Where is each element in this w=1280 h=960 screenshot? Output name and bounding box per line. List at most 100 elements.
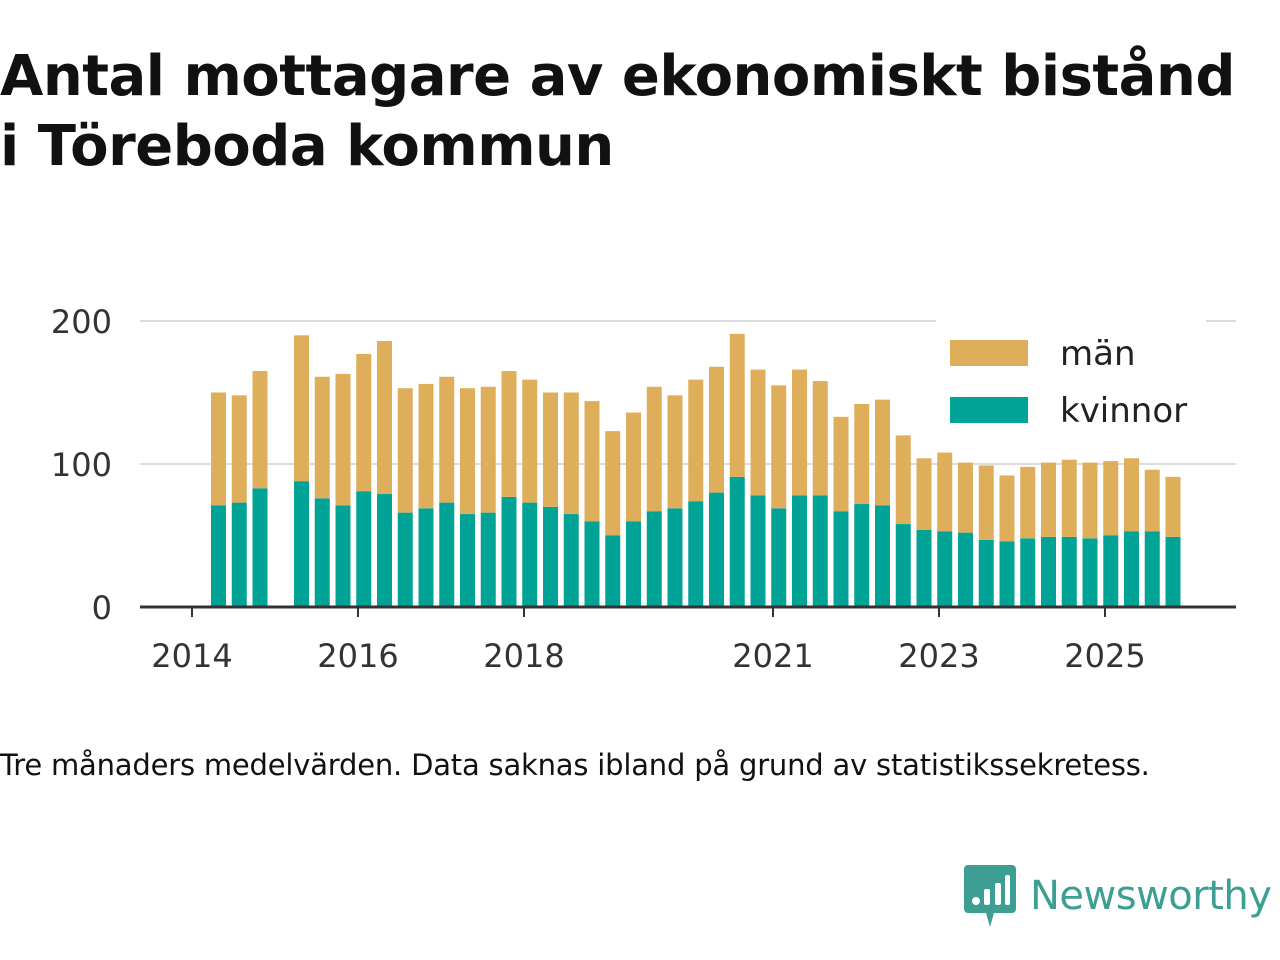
bar-man: [460, 388, 475, 515]
y-tick-label: 200: [51, 303, 112, 341]
bar-kvinnor: [1144, 531, 1160, 607]
bar-man: [377, 341, 392, 495]
bar-kvinnor: [999, 541, 1015, 607]
bar-man: [1041, 462, 1056, 537]
bar-kvinnor: [854, 504, 870, 607]
chart-title-line-1: Antal mottagare av ekonomiskt bistånd: [0, 44, 1235, 109]
bar-man: [543, 392, 558, 507]
bar-man: [833, 416, 849, 512]
bar-man: [895, 435, 911, 525]
x-tick-label: 2016: [317, 637, 398, 675]
bar-man: [1165, 476, 1181, 537]
bar-kvinnor: [294, 481, 309, 607]
chart-title-line-2: i Töreboda kommun: [0, 114, 614, 179]
bar-kvinnor: [356, 491, 372, 607]
bar-man: [356, 353, 372, 492]
bar-man: [231, 395, 247, 503]
bar-man: [667, 395, 683, 509]
bar-kvinnor: [812, 495, 828, 607]
bar-kvinnor: [418, 508, 434, 607]
bar-man: [314, 376, 330, 499]
bar-kvinnor: [584, 521, 600, 607]
bar-kvinnor: [958, 532, 973, 607]
bar-kvinnor: [792, 495, 807, 607]
bar-kvinnor: [688, 501, 704, 607]
bar-kvinnor: [729, 476, 745, 607]
bar-man: [999, 475, 1015, 542]
y-tick-label: 100: [51, 446, 112, 484]
bar-kvinnor: [1041, 536, 1056, 607]
legend-swatch: [950, 340, 1028, 366]
bar-kvinnor: [314, 498, 330, 607]
bar-man: [771, 385, 787, 509]
bar-man: [418, 383, 434, 509]
x-tick-label: 2014: [151, 637, 232, 675]
x-tick-label: 2018: [483, 637, 564, 675]
bar-man: [626, 412, 641, 522]
bar-man: [522, 379, 538, 503]
bar-man: [563, 392, 579, 515]
y-tick-label: 0: [92, 589, 112, 627]
legend: män kvinnor: [936, 318, 1206, 442]
bar-man: [1061, 459, 1077, 537]
bar-kvinnor: [833, 511, 849, 607]
bar-kvinnor: [709, 492, 724, 607]
bar-man: [605, 431, 621, 536]
bar-man: [688, 379, 704, 502]
bar-kvinnor: [460, 514, 475, 607]
brand-name: Newsworthy: [1030, 873, 1272, 919]
bar-man: [397, 388, 413, 513]
bar-kvinnor: [626, 521, 641, 607]
bar-kvinnor: [1082, 538, 1098, 607]
bar-man: [1020, 466, 1036, 539]
bar-kvinnor: [397, 512, 413, 607]
bar-kvinnor: [750, 495, 766, 607]
bar-man: [439, 376, 455, 503]
bar-series: [211, 333, 1181, 607]
bar-man: [480, 386, 496, 513]
bar-man: [1103, 461, 1119, 536]
legend-label: män: [1060, 334, 1136, 374]
bar-kvinnor: [916, 529, 932, 607]
bar-man: [916, 458, 932, 530]
bar-kvinnor: [543, 506, 558, 607]
bar-kvinnor: [1124, 531, 1139, 607]
bar-kvinnor: [563, 514, 579, 607]
bar-man: [584, 401, 600, 522]
bar-kvinnor: [377, 494, 392, 607]
bar-man: [792, 369, 807, 496]
bar-man: [709, 366, 724, 493]
bar-man: [750, 369, 766, 496]
bar-man: [211, 392, 226, 506]
bar-kvinnor: [605, 535, 621, 607]
bar-kvinnor: [646, 511, 662, 607]
bar-man: [854, 403, 870, 505]
bar-kvinnor: [667, 508, 683, 607]
bar-man: [1124, 458, 1139, 532]
bar-man: [1144, 469, 1160, 532]
brand-logo: Newsworthy: [964, 864, 1272, 928]
bar-kvinnor: [211, 505, 226, 607]
bar-kvinnor: [771, 508, 787, 607]
legend-label: kvinnor: [1060, 391, 1187, 431]
x-tick-label: 2025: [1064, 637, 1145, 675]
newsworthy-logo-icon: [964, 865, 1016, 927]
bar-kvinnor: [231, 502, 247, 607]
bar-man: [978, 465, 994, 540]
bar-kvinnor: [1020, 538, 1036, 607]
footnote: Tre månaders medelvärden. Data saknas ib…: [0, 748, 1150, 782]
bar-kvinnor: [501, 496, 517, 607]
bar-kvinnor: [335, 505, 351, 607]
bar-man: [729, 333, 745, 477]
chart-title: Antal mottagare av ekonomiskt bistånd i …: [0, 42, 1280, 182]
bar-kvinnor: [937, 531, 953, 607]
bar-kvinnor: [522, 502, 538, 607]
bar-kvinnor: [1103, 535, 1119, 607]
bar-man: [294, 335, 309, 482]
bar-kvinnor: [252, 488, 268, 607]
axes: 0 100 200 2014 2016 2018 2021 2023 2025: [51, 303, 1236, 675]
bar-man: [501, 371, 517, 497]
bar-man: [1082, 462, 1098, 539]
bar-kvinnor: [480, 512, 496, 607]
bar-man: [958, 462, 973, 533]
